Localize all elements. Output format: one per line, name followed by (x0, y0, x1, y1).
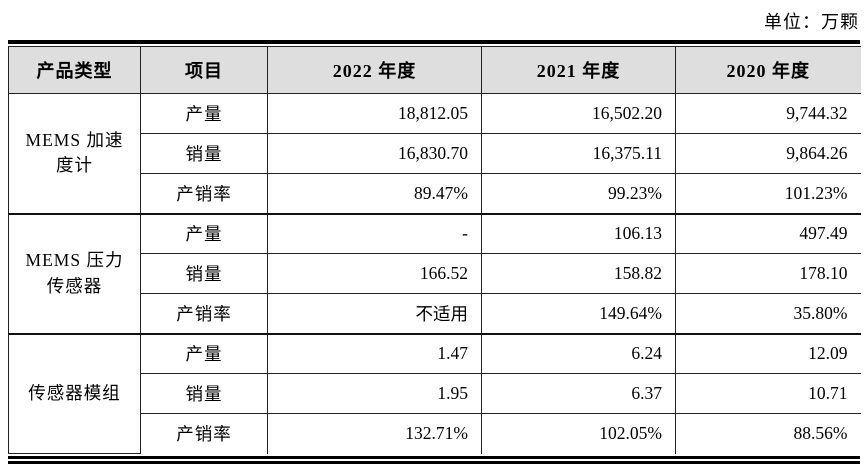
item-cell: 产销率 (140, 413, 268, 454)
item-cell: 产量 (140, 212, 268, 254)
product-type-cell: 传感器模组 (8, 332, 141, 454)
value-cell: 35.80% (675, 293, 861, 334)
value-cell: 99.23% (481, 173, 676, 214)
table-row: 销量 1.95 6.37 10.71 (9, 373, 861, 414)
value-cell: 1.95 (267, 373, 482, 414)
product-type-label: MEMS 压力传感器 (25, 250, 124, 296)
value-cell: 9,744.32 (675, 93, 861, 134)
value-cell: 132.71% (267, 413, 482, 454)
value-cell: 497.49 (675, 212, 861, 254)
table-row: 销量 166.52 158.82 178.10 (9, 253, 861, 294)
value-cell: 10.71 (675, 373, 861, 414)
item-cell: 销量 (140, 373, 268, 414)
col-header-item: 项目 (140, 46, 268, 94)
bottom-rule-bar (8, 461, 860, 464)
table-row: MEMS 加速度计 产量 18,812.05 16,502.20 9,744.3… (8, 93, 861, 214)
value-cell: 16,502.20 (481, 93, 676, 134)
value-cell: 16,830.70 (267, 133, 482, 174)
col-header-2021: 2021 年度 (481, 46, 676, 94)
table-top-rule (8, 40, 860, 44)
value-cell: 1.47 (267, 332, 482, 374)
item-cell: 产销率 (140, 173, 268, 214)
value-cell: 106.13 (481, 212, 676, 254)
value-cell: 102.05% (481, 413, 676, 454)
value-cell: 149.64% (481, 293, 676, 334)
value-cell: 101.23% (675, 173, 861, 214)
table-row: 传感器模组 产量 1.47 6.24 12.09 (8, 332, 861, 454)
item-cell: 销量 (140, 133, 268, 174)
value-cell: 9,864.26 (675, 133, 861, 174)
table-row: 销量 16,830.70 16,375.11 9,864.26 (9, 133, 861, 174)
value-cell: - (267, 212, 482, 254)
col-header-2022: 2022 年度 (267, 46, 482, 94)
value-cell: 6.37 (481, 373, 676, 414)
item-cell: 产量 (140, 93, 268, 134)
product-type-cell: MEMS 加速度计 (8, 93, 141, 214)
bottom-rule-bar (8, 456, 860, 459)
table-row: 产销率 132.71% 102.05% 88.56% (9, 413, 861, 454)
product-type-label: 传感器模组 (28, 383, 121, 404)
value-cell: 178.10 (675, 253, 861, 294)
value-cell: 166.52 (267, 253, 482, 294)
item-cell: 产销率 (140, 293, 268, 334)
value-cell: 6.24 (481, 332, 676, 374)
value-cell: 18,812.05 (267, 93, 482, 134)
value-cell: 89.47% (267, 173, 482, 214)
col-header-2020: 2020 年度 (675, 46, 861, 94)
table-row: 产销率 89.47% 99.23% 101.23% (9, 173, 861, 214)
col-header-product-type: 产品类型 (8, 46, 141, 94)
header-row: 产品类型 项目 2022 年度 2021 年度 2020 年度 (8, 46, 861, 94)
table-bottom-rule (8, 456, 860, 464)
data-table: 产品类型 项目 2022 年度 2021 年度 2020 年度 MEMS 加速度… (8, 46, 861, 454)
value-cell: 16,375.11 (481, 133, 676, 174)
product-type-cell: MEMS 压力传感器 (8, 212, 141, 334)
item-cell: 产量 (140, 332, 268, 374)
product-type-label: MEMS 加速度计 (25, 129, 124, 176)
value-cell: 12.09 (675, 332, 861, 374)
unit-label: 单位：万颗 (764, 12, 859, 32)
production-sales-table: 产品类型 项目 2022 年度 2021 年度 2020 年度 MEMS 加速度… (8, 40, 861, 464)
table-row: 产销率 不适用 149.64% 35.80% (9, 293, 861, 334)
value-cell: 88.56% (675, 413, 861, 454)
value-cell: 158.82 (481, 253, 676, 294)
item-cell: 销量 (140, 253, 268, 294)
value-cell: 不适用 (267, 293, 482, 334)
table-row: MEMS 压力传感器 产量 - 106.13 497.49 (8, 212, 861, 334)
